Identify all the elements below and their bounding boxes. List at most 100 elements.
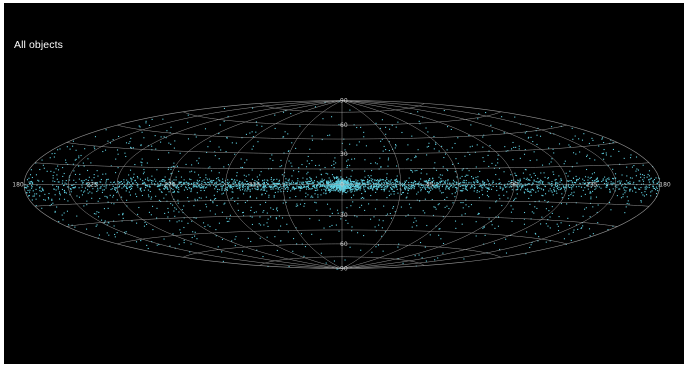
data-point — [52, 184, 54, 186]
data-point — [445, 188, 447, 190]
data-point — [329, 190, 331, 192]
data-point — [143, 137, 145, 139]
data-point — [529, 179, 531, 181]
data-point — [252, 136, 254, 138]
data-point — [118, 183, 120, 185]
data-point — [176, 185, 178, 187]
data-point — [229, 187, 231, 189]
data-point — [393, 185, 395, 187]
data-point — [182, 183, 185, 185]
data-point — [330, 183, 332, 185]
data-point — [225, 188, 228, 191]
data-point — [197, 174, 200, 176]
data-point — [383, 188, 385, 190]
data-point — [607, 182, 609, 184]
data-point — [342, 182, 344, 184]
data-point — [293, 187, 295, 189]
data-point — [632, 183, 634, 185]
data-point — [218, 172, 220, 174]
data-point — [590, 176, 592, 178]
data-point — [254, 180, 256, 182]
data-point — [303, 181, 305, 183]
data-point — [529, 246, 531, 249]
data-point — [311, 233, 313, 235]
data-point — [322, 118, 324, 120]
data-point — [457, 137, 459, 139]
data-point — [239, 187, 241, 189]
data-point — [216, 204, 218, 207]
data-point — [172, 182, 175, 184]
data-point — [284, 181, 286, 183]
data-point — [477, 213, 479, 216]
data-point — [87, 158, 89, 160]
data-point — [542, 195, 544, 197]
data-point — [447, 126, 449, 128]
data-point — [243, 183, 245, 185]
data-point — [587, 188, 589, 190]
data-point — [522, 185, 524, 187]
data-point — [439, 181, 441, 183]
data-point — [251, 223, 253, 226]
data-point — [497, 162, 499, 164]
data-point — [321, 138, 323, 141]
data-point — [270, 179, 272, 181]
data-point — [256, 180, 258, 183]
data-point — [131, 220, 133, 222]
data-point — [63, 212, 65, 214]
data-point — [390, 217, 393, 219]
data-point — [477, 176, 479, 178]
data-point — [283, 175, 285, 177]
data-point — [354, 186, 356, 188]
data-point — [378, 183, 380, 185]
data-point — [571, 166, 573, 168]
data-point — [522, 172, 524, 174]
data-point — [85, 178, 87, 181]
data-point — [643, 174, 645, 176]
data-point — [350, 188, 352, 190]
data-point — [396, 188, 398, 190]
data-point — [176, 186, 178, 188]
data-point — [302, 177, 304, 179]
data-point — [285, 185, 287, 187]
data-point — [594, 180, 596, 182]
data-point — [590, 186, 592, 188]
data-point — [31, 185, 33, 187]
data-point — [178, 181, 180, 183]
data-point — [284, 131, 286, 133]
data-point — [156, 169, 158, 171]
data-point — [418, 254, 420, 256]
data-point — [43, 167, 45, 169]
data-point — [209, 185, 211, 187]
data-point — [259, 185, 261, 187]
data-point — [401, 192, 404, 194]
data-point — [442, 180, 444, 182]
data-point — [262, 189, 264, 191]
data-point — [311, 135, 313, 137]
data-point — [357, 180, 359, 182]
data-point — [568, 233, 570, 235]
data-point — [342, 211, 344, 213]
data-point — [126, 199, 128, 201]
data-point — [381, 186, 383, 188]
data-point — [183, 242, 185, 244]
data-point — [374, 208, 377, 210]
data-point — [553, 188, 555, 191]
data-point — [42, 188, 44, 190]
data-point — [306, 173, 308, 175]
data-point — [269, 158, 271, 160]
data-point — [519, 179, 521, 181]
data-point — [612, 188, 614, 190]
data-point — [326, 187, 328, 190]
data-point — [340, 178, 343, 180]
data-point — [317, 181, 319, 183]
data-point — [363, 182, 365, 184]
data-point — [207, 146, 209, 148]
data-point — [610, 181, 612, 183]
data-point — [295, 187, 297, 190]
data-point — [421, 184, 423, 186]
data-point — [209, 225, 211, 228]
data-point — [397, 246, 399, 248]
data-point — [515, 184, 518, 186]
data-point — [567, 184, 569, 186]
data-point — [222, 260, 224, 262]
